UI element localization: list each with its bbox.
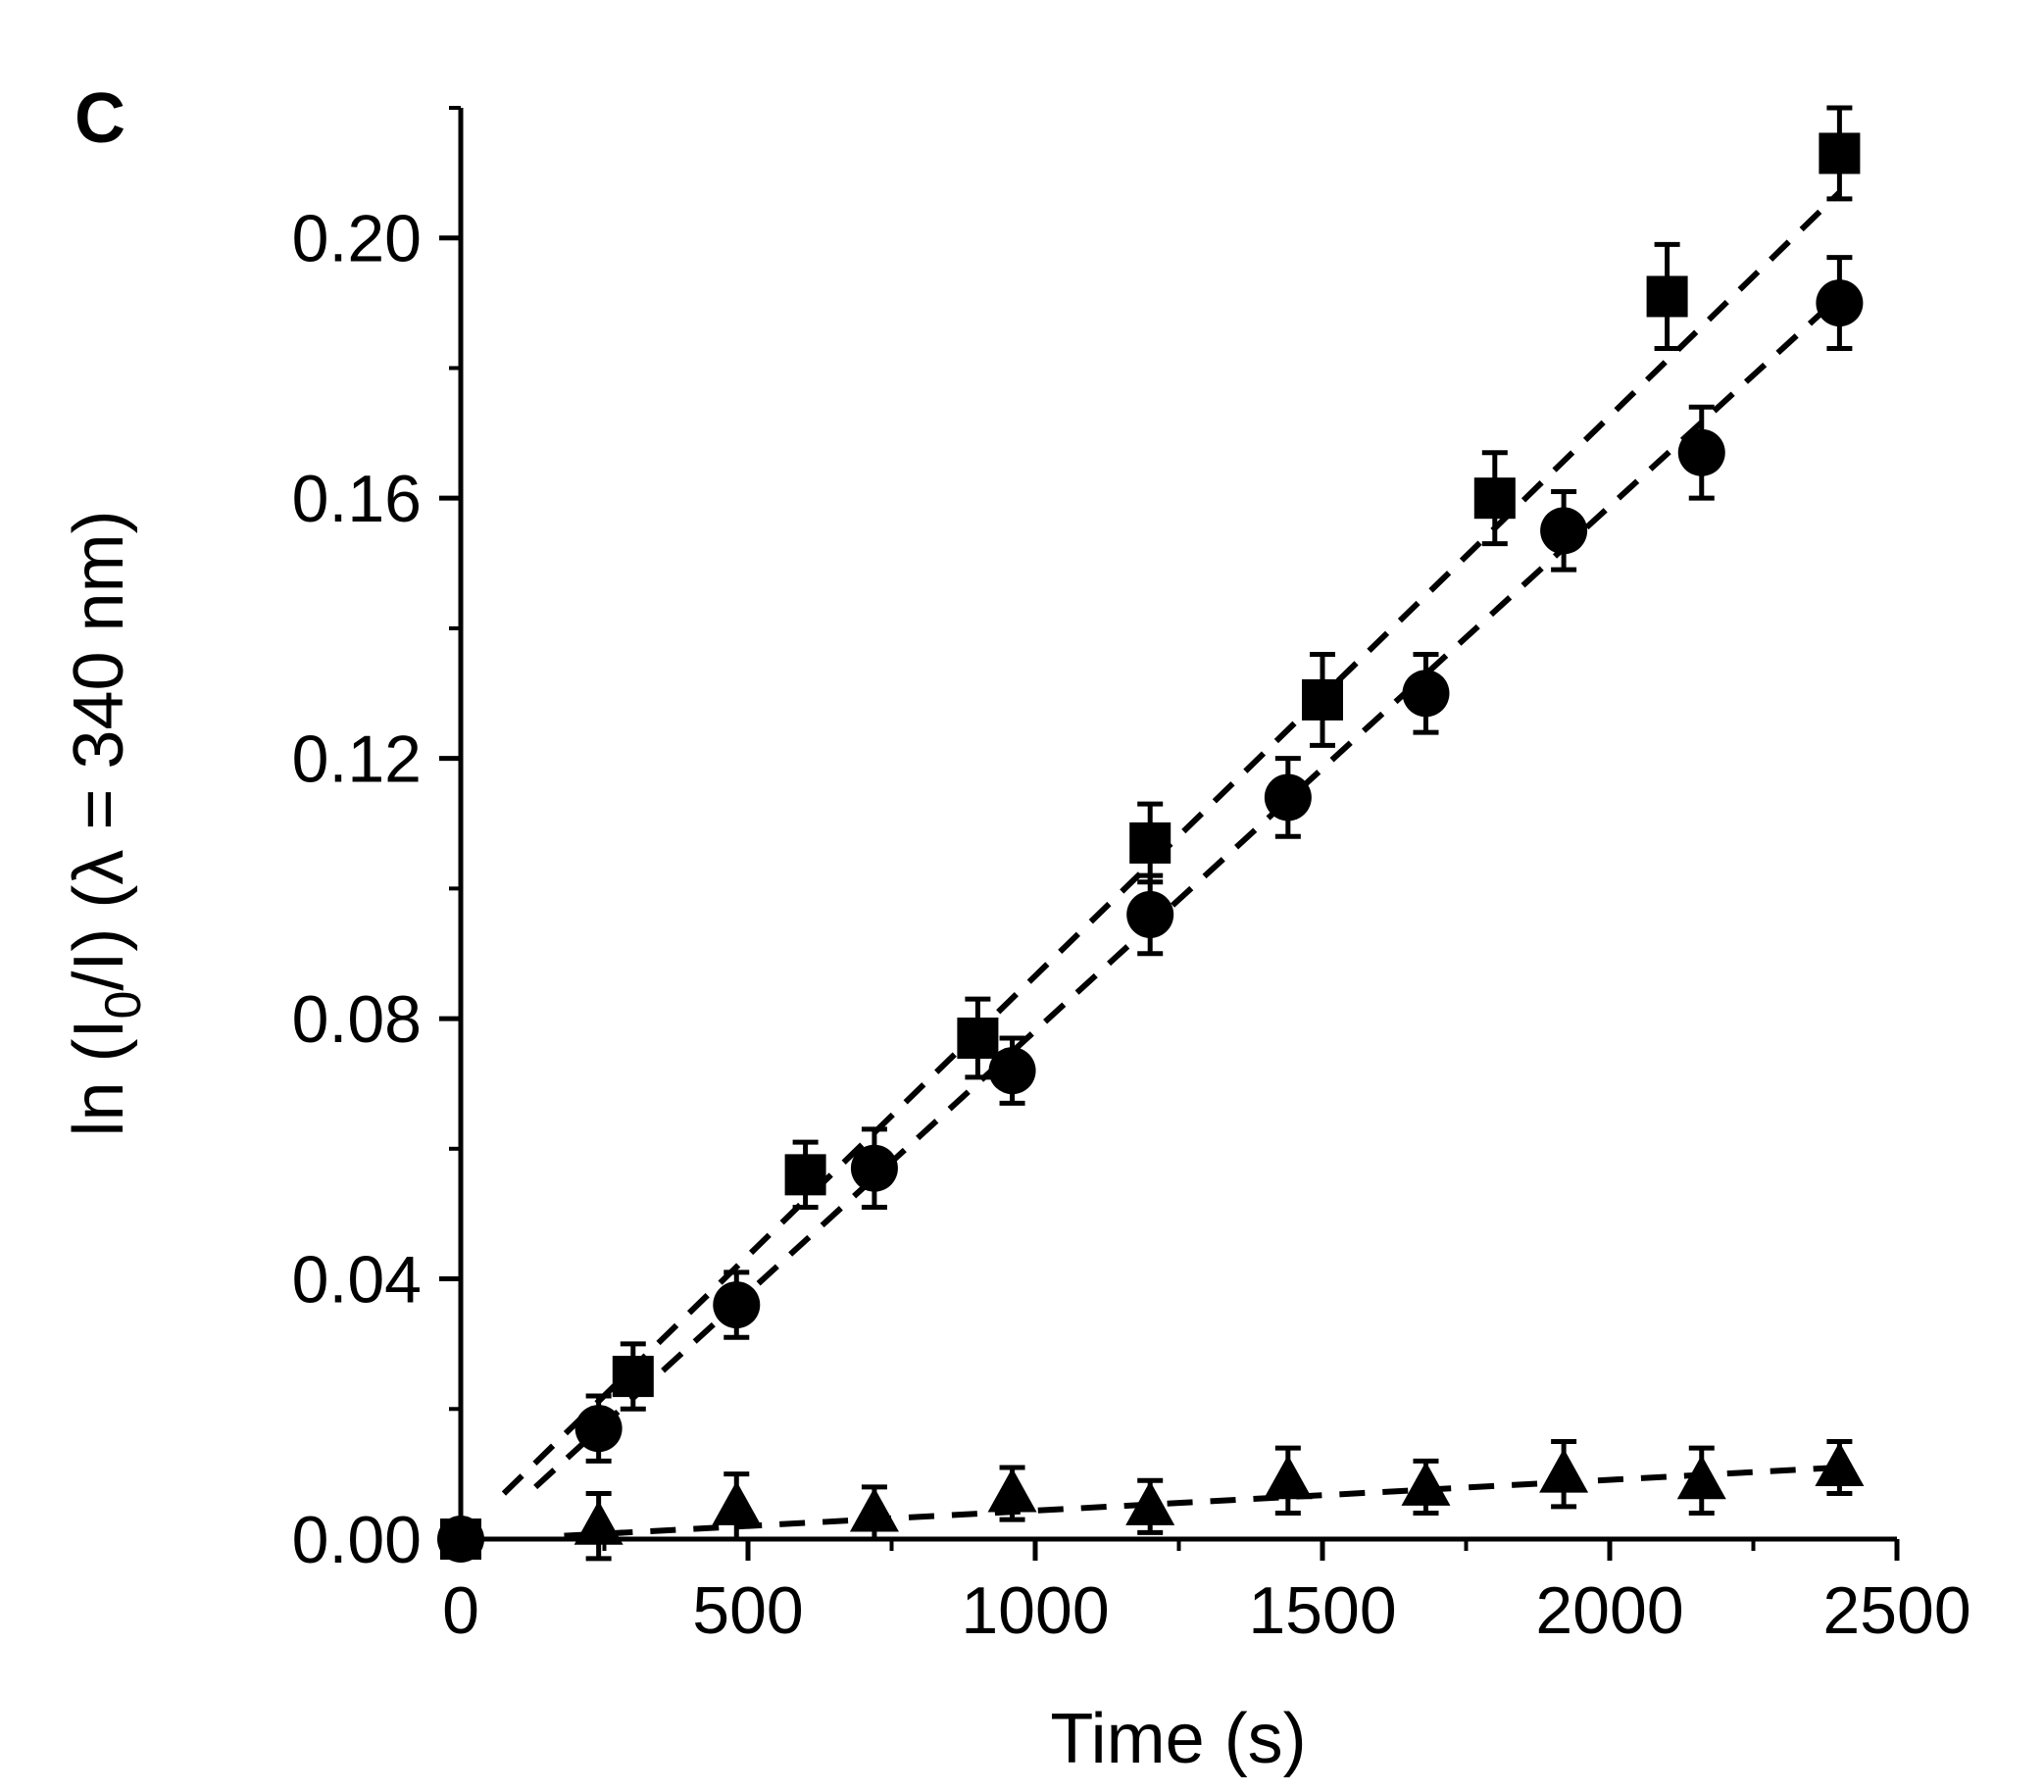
fit-lines	[501, 190, 1842, 1539]
triangle-marker	[712, 1480, 762, 1525]
triangle-marker	[1401, 1461, 1451, 1506]
data-markers	[437, 105, 1865, 1563]
data-point-circle-3	[850, 1126, 898, 1211]
x-tick-label-1: 500	[692, 1573, 803, 1648]
x-tick-label-0: 0	[442, 1573, 479, 1648]
circle-marker	[713, 1281, 761, 1329]
data-point-square-8	[1819, 105, 1861, 202]
x-axis-title: Time (s)	[1050, 1700, 1306, 1778]
x-tick-label-2: 1000	[961, 1573, 1109, 1648]
data-point-square-2	[784, 1139, 826, 1211]
square-marker	[1302, 678, 1343, 721]
square-marker	[1129, 821, 1172, 864]
triangle-marker	[573, 1500, 623, 1545]
triangle-marker	[1676, 1455, 1726, 1500]
square-marker	[957, 1018, 999, 1059]
data-point-square-5	[1302, 651, 1343, 748]
data-point-triangle-7	[1539, 1438, 1589, 1510]
y-axis-title-prefix: ln (I	[60, 1020, 138, 1137]
circle-marker	[850, 1144, 898, 1192]
fit-line-square	[501, 190, 1842, 1496]
y-tick-label-2: 0.08	[292, 982, 422, 1057]
fit-line-circle	[533, 294, 1842, 1490]
data-point-triangle-0	[573, 1491, 623, 1562]
circle-marker	[1402, 670, 1450, 718]
data-point-triangle-2	[849, 1484, 899, 1542]
data-point-circle-6	[1264, 756, 1312, 839]
circle-marker	[1126, 890, 1174, 938]
square-marker	[1473, 477, 1516, 520]
fit-line-triangle	[564, 1465, 1840, 1539]
y-tick-label-4: 0.16	[292, 462, 422, 536]
data-point-circle-10	[1816, 255, 1864, 352]
triangle-marker	[1815, 1442, 1865, 1486]
data-point-square-4	[1129, 801, 1172, 885]
circle-marker	[1264, 773, 1312, 821]
data-point-square-3	[957, 996, 999, 1080]
y-axis-title-suffix: /I) (λ = 340 nm)	[60, 510, 138, 990]
data-point-square-7	[1646, 241, 1688, 352]
x-tick-label-5: 2500	[1822, 1573, 1970, 1648]
circle-marker	[1677, 428, 1725, 476]
data-point-triangle-4	[1125, 1477, 1175, 1535]
data-point-triangle-3	[987, 1465, 1037, 1522]
circle-marker	[1816, 279, 1864, 327]
x-tick-label-3: 1500	[1248, 1573, 1396, 1648]
circle-marker	[988, 1047, 1036, 1095]
data-point-circle-1	[574, 1393, 623, 1464]
triangle-marker	[849, 1487, 899, 1532]
y-tick-label-5: 0.20	[292, 202, 422, 276]
data-point-square-6	[1473, 450, 1516, 547]
data-point-circle-9	[1677, 404, 1725, 501]
data-point-circle-7	[1402, 651, 1450, 735]
square-marker	[612, 1356, 654, 1398]
triangle-marker	[987, 1468, 1037, 1513]
y-tick-label-3: 0.12	[292, 722, 422, 797]
y-tick-label-0: 0.00	[292, 1503, 422, 1577]
y-axis-title-subscript: 0	[95, 991, 152, 1020]
square-marker	[784, 1154, 826, 1196]
square-marker	[1819, 132, 1861, 174]
y-tick-label-1: 0.04	[292, 1243, 422, 1318]
square-marker	[1646, 275, 1688, 318]
triangle-marker	[1539, 1448, 1589, 1493]
data-point-square-1	[612, 1341, 654, 1412]
triangle-marker	[1125, 1480, 1175, 1525]
triangle-marker	[1263, 1455, 1313, 1500]
data-point-triangle-6	[1401, 1458, 1451, 1516]
y-axis-title: ln (I0/I) (λ = 340 nm)	[60, 510, 152, 1136]
tick-labels: 0 500 1000 1500 2000 2500 0.00 0.04 0.08 0.12 0.16…	[292, 202, 1971, 1648]
circle-marker	[1540, 507, 1588, 555]
data-point-triangle-8	[1676, 1445, 1726, 1516]
circle-marker	[574, 1405, 623, 1453]
panel-label: C	[75, 79, 125, 158]
ticks	[439, 106, 1900, 1561]
data-point-circle-2	[713, 1269, 761, 1340]
data-point-triangle-5	[1263, 1445, 1313, 1516]
data-point-circle-4	[988, 1035, 1036, 1106]
data-point-triangle-1	[712, 1471, 762, 1542]
data-point-triangle-9	[1815, 1438, 1865, 1497]
data-point-circle-8	[1540, 489, 1588, 572]
data-point-circle-5	[1126, 872, 1174, 957]
x-tick-label-4: 2000	[1535, 1573, 1683, 1648]
